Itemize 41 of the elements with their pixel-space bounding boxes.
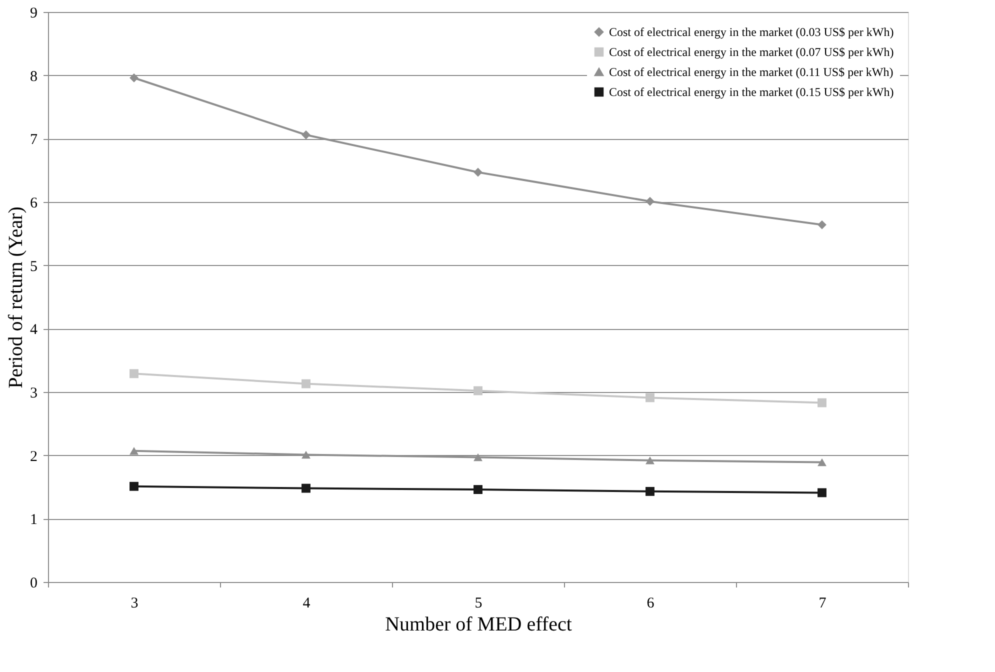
y-axis-title: Period of return (Year) <box>5 206 27 388</box>
y-tick-label: 4 <box>30 322 38 338</box>
point <box>302 379 310 388</box>
point <box>130 369 138 378</box>
point <box>818 220 826 230</box>
point <box>474 485 482 494</box>
y-tick-label: 5 <box>30 258 38 275</box>
point <box>474 386 482 396</box>
y-tick-label: 8 <box>30 68 38 85</box>
legend-label: Cost of electrical energy in the market (0.11 US$ per kWh) <box>609 65 894 79</box>
point <box>646 486 654 496</box>
y-tick-label: 7 <box>30 132 38 148</box>
point <box>302 450 310 459</box>
point <box>646 393 654 402</box>
point <box>646 196 654 206</box>
point <box>646 456 654 464</box>
y-tick-label: 9 <box>30 6 38 22</box>
x-tick-label: 5 <box>474 596 482 612</box>
legend-label: Cost of electrical energy in the market (0.15 US$ per kWh) <box>609 85 894 99</box>
point <box>474 453 482 462</box>
x-tick-label: 6 <box>646 596 655 612</box>
x-tick-label: 4 <box>302 596 311 612</box>
point <box>130 447 138 455</box>
point <box>302 130 310 140</box>
x-axis-title: Number of MED effect <box>385 614 572 636</box>
point <box>474 168 482 177</box>
point <box>818 488 826 498</box>
point <box>818 458 826 466</box>
point <box>818 398 826 408</box>
point <box>130 482 138 491</box>
x-tick-label: 7 <box>818 596 827 612</box>
y-tick-label: 6 <box>30 196 38 212</box>
point <box>302 484 310 493</box>
y-tick-label: 1 <box>30 512 38 528</box>
x-tick-label: 3 <box>130 596 138 612</box>
point <box>130 73 138 82</box>
legend-label: Cost of electrical energy in the market (0.03 US$ per kWh) <box>609 25 894 39</box>
y-tick-label: 3 <box>30 386 38 402</box>
y-tick-label: 0 <box>30 576 38 592</box>
y-tick-label: 2 <box>30 448 38 465</box>
legend-label: Cost of electrical energy in the market (0.07 US$ per kWh) <box>609 45 894 59</box>
